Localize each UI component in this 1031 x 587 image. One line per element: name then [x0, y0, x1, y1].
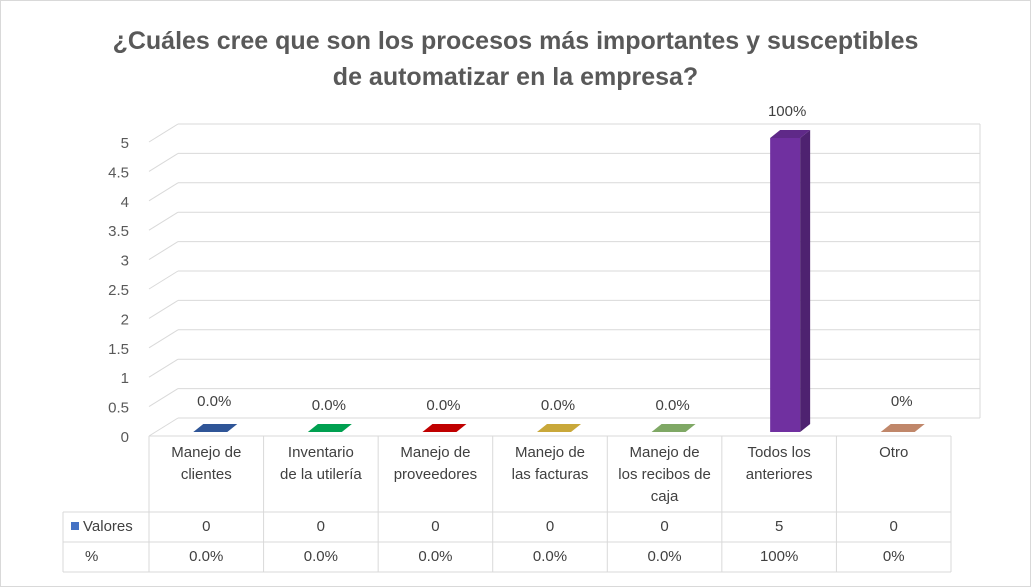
- table-percent-cell: 0.0%: [189, 548, 224, 565]
- y-tick-label: 1.5: [108, 341, 129, 358]
- bar: [770, 138, 801, 432]
- y-tick-label: 2: [121, 311, 129, 328]
- bar: [193, 424, 238, 432]
- legend-row-label: Valores: [63, 512, 147, 542]
- gridline-depth: [148, 241, 179, 261]
- gridline-depth: [148, 182, 179, 202]
- bar-top: [770, 130, 811, 138]
- percent-row-label: %: [85, 548, 99, 565]
- category-label: Manejo de las facturas: [493, 442, 608, 486]
- table-value-cell: 5: [774, 518, 784, 535]
- gridline-depth: [148, 211, 179, 231]
- bar-side: [800, 130, 811, 432]
- gridline-depth: [148, 270, 179, 290]
- bar: [651, 424, 696, 432]
- table-percent-cell: 0%: [882, 548, 905, 565]
- category-label-line: Manejo de: [171, 444, 242, 461]
- data-label: 0.0%: [655, 397, 689, 414]
- chart-title-line-2: de automatizar en la empresa?: [332, 63, 699, 91]
- table-value-cell: 0: [202, 518, 211, 535]
- data-label: 0.0%: [312, 397, 346, 414]
- category-label-line: de la utilería: [279, 466, 362, 483]
- gridline-depth: [148, 299, 179, 319]
- gridline-depth: [148, 152, 179, 172]
- category-label-line: Manejo de: [514, 444, 586, 461]
- table-value-cell: 0: [889, 518, 898, 535]
- y-tick-label: 0.5: [108, 400, 129, 417]
- gridline-depth: [148, 388, 179, 408]
- y-tick-label: 1: [121, 370, 129, 387]
- bar: [880, 424, 925, 432]
- y-tick-label: 2.5: [108, 282, 129, 299]
- category-label: Inventario de la utilería: [264, 442, 379, 486]
- gridline-depth: [148, 417, 179, 437]
- category-label-line: anteriores: [745, 466, 813, 483]
- category-label-line: Manejo de: [400, 444, 471, 461]
- data-label: 0.0%: [426, 397, 460, 414]
- category-label-line: Todos los: [747, 444, 811, 461]
- data-label: 100%: [768, 103, 806, 120]
- category-label: Todos los anteriores: [722, 442, 837, 486]
- category-label-line: las facturas: [511, 466, 589, 483]
- category-label-line: Inventario: [287, 444, 354, 461]
- table-percent-cell: 100%: [759, 548, 799, 565]
- category-label: Otro: [836, 442, 951, 464]
- chart-title-line-1: ¿Cuáles cree que son los procesos más im…: [112, 27, 919, 55]
- bar: [307, 424, 352, 432]
- series-name: Valores: [83, 518, 133, 535]
- category-label-line: Otro: [879, 444, 909, 461]
- gridline-depth: [148, 123, 179, 143]
- table-percent-cell: 0.0%: [303, 548, 338, 565]
- table-value-cell: 0: [545, 518, 555, 535]
- y-tick-label: 4.5: [108, 164, 129, 181]
- y-tick-label: 3.5: [108, 223, 129, 240]
- table-value-cell: 0: [660, 518, 669, 535]
- bar: [422, 424, 467, 432]
- legend-key: [71, 522, 79, 531]
- category-label-line: caja: [650, 488, 679, 505]
- category-label-line: clientes: [180, 466, 232, 483]
- gridline-depth: [148, 329, 179, 349]
- y-tick-label: 3: [121, 253, 129, 270]
- category-label-line: Manejo de: [629, 444, 700, 461]
- y-tick-label: 5: [121, 135, 129, 152]
- table-value-cell: 0: [316, 518, 326, 535]
- gridline-depth: [148, 358, 179, 378]
- data-label: 0.0%: [197, 393, 231, 410]
- category-label: Manejo de proveedores: [378, 442, 493, 486]
- table-percent-cell: 0.0%: [532, 548, 568, 565]
- bar: [537, 424, 581, 432]
- data-label: 0.0%: [541, 397, 575, 414]
- data-label: 0%: [891, 393, 913, 410]
- table-percent-cell: 0.0%: [418, 548, 453, 565]
- category-label-line: proveedores: [393, 466, 478, 483]
- category-label: Manejo de clientes: [149, 442, 264, 486]
- y-tick-label: 4: [121, 194, 129, 211]
- category-label: Manejo de los recibos de caja: [607, 442, 722, 508]
- category-label-line: los recibos de: [618, 466, 711, 483]
- y-tick-label: 0: [121, 429, 129, 446]
- chart-title: ¿Cuáles cree que son los procesos más im…: [1, 23, 1030, 95]
- table-percent-cell: 0.0%: [647, 548, 682, 565]
- table-value-cell: 0: [431, 518, 440, 535]
